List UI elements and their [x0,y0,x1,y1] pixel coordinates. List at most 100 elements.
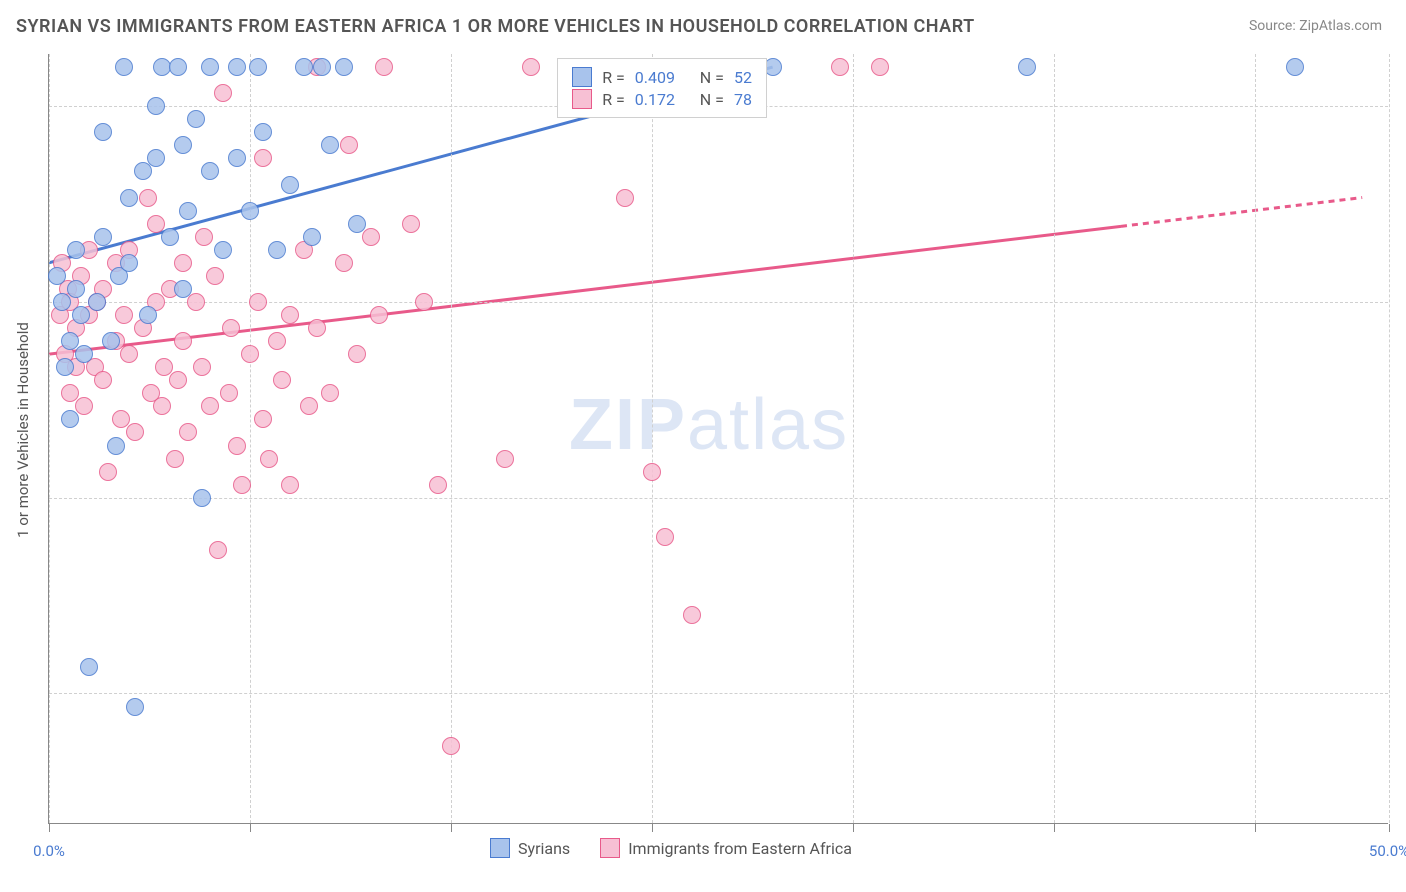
scatter-point-syrians [102,332,120,350]
scatter-point-syrians [67,280,85,298]
legend-swatch [572,67,592,87]
scatter-point-eastern_africa [254,410,272,428]
scatter-point-syrians [187,110,205,128]
scatter-point-eastern_africa [260,450,278,468]
scatter-point-syrians [147,97,165,115]
y-tick-label: 92.5% [1398,293,1406,311]
trend-line [1121,198,1362,227]
scatter-point-eastern_africa [195,228,213,246]
scatter-point-eastern_africa [321,384,339,402]
scatter-point-eastern_africa [281,476,299,494]
scatter-point-syrians [139,306,157,324]
gridline-vertical [853,54,854,823]
n-label: N = [700,68,724,87]
y-tick-label: 77.5% [1398,684,1406,702]
scatter-point-eastern_africa [831,58,849,76]
scatter-point-eastern_africa [522,58,540,76]
gridline-vertical [1054,54,1055,823]
scatter-point-syrians [201,58,219,76]
scatter-point-syrians [281,176,299,194]
scatter-point-eastern_africa [273,371,291,389]
scatter-point-eastern_africa [166,450,184,468]
scatter-point-eastern_africa [228,437,246,455]
scatter-point-eastern_africa [206,267,224,285]
scatter-point-syrians [88,293,106,311]
x-tick [1389,824,1390,832]
scatter-point-syrians [161,228,179,246]
scatter-point-syrians [268,241,286,259]
scatter-point-eastern_africa [209,541,227,559]
scatter-point-syrians [193,489,211,507]
gridline-vertical [1389,54,1390,823]
watermark-zip: ZIP [569,385,687,465]
scatter-point-syrians [201,162,219,180]
scatter-point-eastern_africa [174,332,192,350]
r-label: R = [602,90,625,109]
watermark: ZIPatlas [569,384,849,466]
scatter-point-syrians [134,162,152,180]
gridline-vertical [1255,54,1256,823]
scatter-point-eastern_africa [370,306,388,324]
x-tick [853,824,854,832]
scatter-point-eastern_africa [254,149,272,167]
scatter-point-eastern_africa [115,306,133,324]
series-legend-item: Syrians [490,838,570,858]
scatter-point-syrians [80,658,98,676]
series-legend-label: Syrians [518,839,570,858]
scatter-point-eastern_africa [174,254,192,272]
scatter-point-eastern_africa [201,397,219,415]
scatter-point-eastern_africa [429,476,447,494]
scatter-point-eastern_africa [348,345,366,363]
scatter-point-syrians [1286,58,1304,76]
x-tick-label: 50.0% [1369,842,1406,860]
scatter-point-eastern_africa [375,58,393,76]
scatter-point-syrians [48,267,66,285]
scatter-point-syrians [303,228,321,246]
scatter-point-eastern_africa [300,397,318,415]
scatter-point-syrians [94,228,112,246]
series-legend: SyriansImmigrants from Eastern Africa [490,838,852,858]
scatter-point-eastern_africa [281,306,299,324]
scatter-point-eastern_africa [233,476,251,494]
scatter-point-eastern_africa [220,384,238,402]
scatter-point-eastern_africa [120,345,138,363]
scatter-point-eastern_africa [214,84,232,102]
scatter-point-eastern_africa [193,358,211,376]
scatter-point-eastern_africa [94,371,112,389]
correlation-legend-row: R = 0.172 N = 78 [572,89,752,109]
legend-swatch [600,838,620,858]
scatter-point-syrians [214,241,232,259]
y-tick-label: 85.0% [1398,489,1406,507]
scatter-point-eastern_africa [126,423,144,441]
scatter-point-syrians [75,345,93,363]
scatter-point-syrians [115,58,133,76]
scatter-point-eastern_africa [241,345,259,363]
scatter-point-eastern_africa [656,528,674,546]
scatter-point-syrians [241,202,259,220]
scatter-point-eastern_africa [415,293,433,311]
scatter-point-eastern_africa [442,737,460,755]
scatter-point-eastern_africa [268,332,286,350]
scatter-point-eastern_africa [308,319,326,337]
scatter-point-syrians [348,215,366,233]
scatter-point-eastern_africa [169,371,187,389]
scatter-point-syrians [169,58,187,76]
n-value: 78 [734,90,752,109]
scatter-point-syrians [107,437,125,455]
scatter-point-syrians [94,123,112,141]
x-tick [250,824,251,832]
scatter-point-syrians [228,149,246,167]
correlation-legend-row: R =0.409N =52 [572,67,752,87]
scatter-point-syrians [179,202,197,220]
y-tick-label: 100.0% [1398,97,1406,115]
scatter-point-eastern_africa [99,463,117,481]
scatter-point-syrians [1018,58,1036,76]
scatter-point-syrians [53,293,71,311]
n-label: N = [700,90,724,109]
scatter-point-syrians [254,123,272,141]
correlation-legend: R =0.409N =52R =0.172N =78 [557,58,767,118]
scatter-point-syrians [335,58,353,76]
r-value: 0.172 [635,90,690,109]
r-value: 0.409 [635,68,690,87]
scatter-point-eastern_africa [139,189,157,207]
